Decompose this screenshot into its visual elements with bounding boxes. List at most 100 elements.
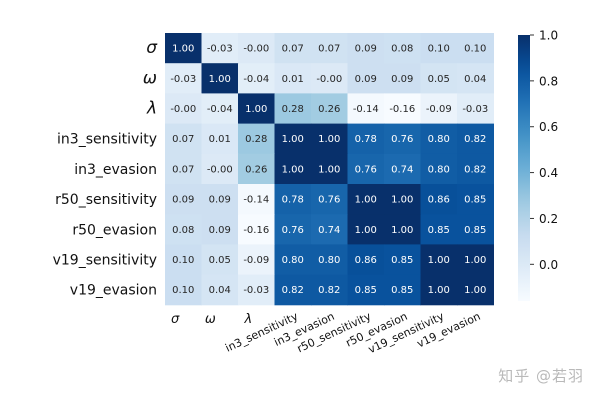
- heatmap-cell: [457, 123, 494, 155]
- heatmap-value-label: -0.16: [243, 225, 269, 236]
- heatmap-cell: [457, 184, 494, 215]
- heatmap-cell: [384, 93, 421, 125]
- heatmap-value-label: 0.85: [391, 255, 413, 266]
- heatmap-cell: [384, 153, 421, 185]
- heatmap-cell: [201, 63, 239, 94]
- heatmap-value-label: 1.00: [355, 225, 377, 236]
- heatmap-cell: [420, 63, 458, 94]
- heatmap-cell: [165, 184, 202, 215]
- heatmap-cell: [384, 214, 421, 245]
- heatmap-cell: [384, 33, 421, 64]
- y-tick-label: in3_sensitivity: [57, 132, 157, 148]
- heatmap-cell: [457, 244, 494, 276]
- x-tick-label: ω: [205, 312, 216, 327]
- heatmap-cell: [420, 93, 458, 125]
- heatmap-cell: [347, 93, 385, 125]
- x-tick-label: λ: [244, 312, 253, 327]
- heatmap-cell: [457, 214, 494, 245]
- heatmap-cell: [274, 214, 312, 245]
- heatmap-value-label: 0.78: [355, 134, 377, 145]
- heatmap-cell: [201, 93, 239, 125]
- heatmap-value-label: -0.00: [170, 104, 196, 115]
- colorbar-tick-label: 0.2: [539, 212, 558, 226]
- heatmap-cell: [311, 244, 348, 276]
- heatmap-cell: [238, 33, 275, 64]
- heatmap-cell: [274, 93, 312, 125]
- heatmap-value-label: 0.10: [428, 44, 450, 55]
- heatmap-cell: [238, 63, 275, 94]
- colorbar: 0.0 0.2 0.4 0.6 0.8 1.0: [518, 29, 558, 301]
- heatmap-value-label: 1.00: [318, 134, 340, 145]
- heatmap-cell: [165, 274, 202, 306]
- heatmap-value-label: 0.09: [391, 74, 413, 85]
- heatmap-value-label: 0.09: [355, 74, 377, 85]
- heatmap-value-label: 0.85: [428, 225, 450, 236]
- heatmap-value-labels: 1.00 -0.03 -0.00 0.07 0.07 0.09 0.08 0.10 0.10 -0…: [170, 44, 488, 297]
- heatmap-cell: [420, 123, 458, 155]
- y-tick-label: v19_sensitivity: [53, 253, 157, 269]
- heatmap-cell: [311, 274, 348, 306]
- heatmap-value-label: 0.04: [209, 285, 231, 296]
- heatmap-cell: [201, 274, 239, 306]
- heatmap-value-label: 0.86: [355, 255, 377, 266]
- heatmap-value-label: -0.00: [207, 164, 233, 175]
- heatmap-cell: [384, 244, 421, 276]
- heatmap-value-label: 1.00: [464, 285, 486, 296]
- heatmap-cell: [420, 153, 458, 185]
- heatmap-cell: [311, 214, 348, 245]
- heatmap-cell: [201, 123, 239, 155]
- heatmap-value-label: 1.00: [245, 104, 267, 115]
- heatmap-value-label: 0.07: [318, 44, 340, 55]
- heatmap-value-label: 0.05: [428, 74, 450, 85]
- heatmap-cell: [457, 63, 494, 94]
- heatmap-cell: [311, 63, 348, 94]
- heatmap-value-label: -0.09: [426, 104, 452, 115]
- heatmap-cell: [274, 244, 312, 276]
- heatmap-value-label: 0.08: [172, 225, 194, 236]
- heatmap-value-label: 1.00: [282, 164, 304, 175]
- heatmap-value-label: 0.80: [282, 255, 304, 266]
- heatmap-value-label: 0.08: [391, 44, 413, 55]
- y-tick-label: v19_evasion: [70, 283, 157, 299]
- heatmap-value-label: 0.80: [428, 164, 450, 175]
- heatmap-cell: [274, 33, 312, 64]
- heatmap-value-label: 0.80: [428, 134, 450, 145]
- heatmap-cell: [201, 184, 239, 215]
- heatmap-value-label: 0.85: [464, 225, 486, 236]
- heatmap-value-label: 0.82: [464, 164, 486, 175]
- heatmap-value-label: 0.76: [318, 195, 340, 206]
- heatmap-value-label: 0.82: [464, 134, 486, 145]
- heatmap-value-label: 0.26: [245, 164, 267, 175]
- heatmap-cell: [420, 184, 458, 215]
- heatmap-value-label: 0.09: [209, 195, 231, 206]
- heatmap-value-label: -0.14: [353, 104, 379, 115]
- heatmap-value-label: 1.00: [172, 44, 194, 55]
- heatmap-cell: [201, 214, 239, 245]
- heatmap-cell: [165, 214, 202, 245]
- heatmap-value-label: 0.04: [464, 74, 486, 85]
- heatmap-value-label: 0.28: [282, 104, 304, 115]
- y-tick-label: in3_evasion: [74, 162, 157, 178]
- colorbar-tick-label: 0.8: [539, 74, 558, 88]
- heatmap-value-label: 1.00: [391, 225, 413, 236]
- heatmap-value-label: 0.01: [282, 74, 304, 85]
- heatmap-cell: [457, 33, 494, 64]
- heatmap-cell: [238, 153, 275, 185]
- y-tick-label: σ: [146, 38, 158, 58]
- colorbar-tick-label: 0.4: [539, 166, 558, 180]
- heatmap-value-label: 0.28: [245, 134, 267, 145]
- y-tick-label: λ: [146, 99, 157, 119]
- heatmap-value-label: 1.00: [318, 164, 340, 175]
- y-tick-label: ω: [143, 68, 157, 88]
- heatmap-cell: [311, 184, 348, 215]
- heatmap-value-label: -0.14: [243, 195, 269, 206]
- heatmap-cell: [384, 123, 421, 155]
- heatmap-value-label: 0.26: [318, 104, 340, 115]
- heatmap-cell: [457, 274, 494, 306]
- heatmap-cell: [238, 123, 275, 155]
- watermark: 知乎 @若羽: [498, 367, 584, 385]
- heatmap-cell: [347, 274, 385, 306]
- heatmap-value-label: -0.03: [243, 285, 269, 296]
- heatmap-cell: [420, 33, 458, 64]
